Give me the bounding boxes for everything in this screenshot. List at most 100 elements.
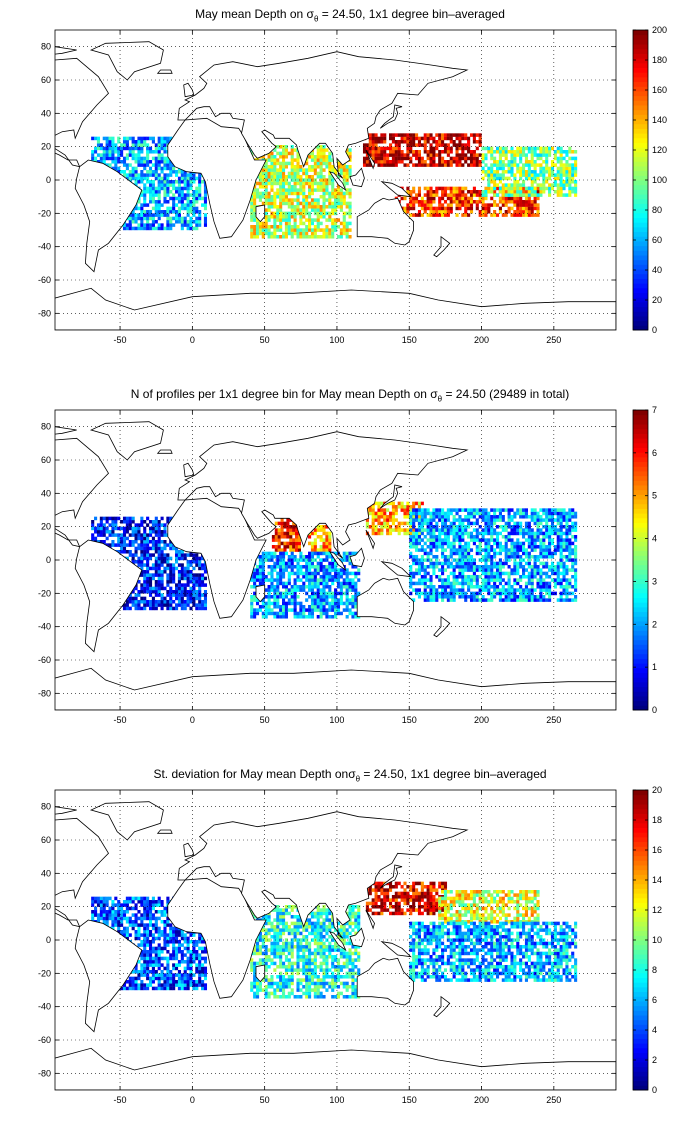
heatmap-cell [293, 225, 297, 229]
heatmap-cell [519, 525, 523, 529]
heatmap-cell [201, 180, 205, 184]
heatmap-cell [539, 568, 543, 572]
heatmap-cell [403, 153, 407, 157]
heatmap-cell [467, 190, 471, 194]
heatmap-cell [452, 575, 456, 579]
heatmap-cell [287, 571, 291, 576]
heatmap-cell [403, 521, 407, 526]
heatmap-cell [527, 561, 531, 566]
heatmap-cell [322, 548, 326, 552]
heatmap-cell [550, 551, 555, 556]
heatmap-cell [319, 528, 323, 532]
heatmap-cell [516, 170, 520, 174]
heatmap-cell [151, 190, 155, 194]
heatmap-cell [562, 183, 566, 187]
heatmap-cell [287, 221, 291, 226]
heatmap-cell [513, 528, 517, 532]
heatmap-cell [443, 143, 448, 147]
heatmap-cell [328, 561, 332, 566]
heatmap-cell [368, 505, 372, 509]
heatmap-cell [432, 511, 436, 516]
heatmap-cell [533, 575, 537, 579]
heatmap-cell [316, 151, 320, 156]
heatmap-cell [481, 200, 485, 204]
heatmap-cell [273, 598, 277, 602]
heatmap-cell [533, 163, 537, 167]
heatmap-cell [391, 528, 395, 532]
heatmap-cell [461, 200, 465, 204]
heatmap-cell [550, 163, 555, 167]
heatmap-cell [277, 538, 281, 542]
heatmap-cell [195, 190, 199, 194]
heatmap-cell [189, 206, 193, 211]
heatmap-cell [513, 186, 517, 191]
heatmap-cell [371, 518, 375, 522]
heatmap-cell [374, 518, 378, 522]
heatmap-cell [336, 218, 341, 222]
heatmap-cell [484, 156, 488, 161]
heatmap-cell [513, 200, 517, 204]
heatmap-cell [507, 160, 511, 164]
heatmap-cell [493, 511, 497, 516]
heatmap-cell [322, 585, 326, 589]
heatmap-cell [283, 541, 287, 546]
heatmap-cell [530, 156, 534, 161]
heatmap-cell [334, 188, 338, 192]
heatmap-cell [467, 568, 471, 572]
heatmap-cell [513, 521, 517, 526]
heatmap-cell [365, 163, 369, 167]
heatmap-cell [507, 575, 511, 579]
heatmap-cell [348, 211, 352, 216]
heatmap-cell [172, 200, 176, 204]
heatmap-cell [128, 213, 132, 217]
heatmap-cell [160, 136, 164, 141]
heatmap-cell [420, 518, 424, 522]
heatmap-cell [423, 588, 427, 592]
heatmap-cell [368, 143, 372, 147]
heatmap-cell [519, 150, 523, 154]
heatmap-cell [319, 228, 323, 232]
heatmap-cell [559, 551, 563, 556]
heatmap-cell [108, 146, 112, 151]
heatmap-cell [322, 145, 326, 149]
heatmap-cell [198, 216, 202, 221]
heatmap-cell [299, 588, 303, 592]
heatmap-cell [446, 555, 450, 559]
heatmap-cell [255, 611, 260, 616]
heatmap-cell [510, 173, 514, 177]
heatmap-cell [322, 228, 326, 232]
heatmap-cell [545, 521, 549, 526]
heatmap-cell [467, 548, 471, 552]
heatmap-cell [524, 213, 529, 217]
heatmap-cell [134, 146, 138, 151]
colorbar-segment [633, 198, 648, 204]
heatmap-cell [522, 511, 526, 516]
heatmap-cell [461, 133, 465, 137]
heatmap-cell [524, 511, 529, 516]
heatmap-cell [574, 521, 578, 526]
heatmap-cell [157, 160, 161, 164]
heatmap-cell [513, 203, 517, 207]
heatmap-cell [299, 228, 303, 232]
heatmap-cell [279, 155, 283, 159]
heatmap-cell [131, 156, 135, 161]
colorbar-segment [633, 240, 648, 247]
heatmap-cell [273, 148, 277, 152]
heatmap-cell [443, 541, 448, 546]
heatmap-cell [313, 158, 317, 162]
heatmap-cell [464, 153, 468, 157]
heatmap-cell [258, 221, 262, 226]
heatmap-cell [519, 555, 523, 559]
heatmap-cell [325, 198, 329, 202]
heatmap-cell [409, 508, 413, 512]
heatmap-cell [458, 146, 462, 151]
heatmap-cell [339, 205, 343, 209]
heatmap-cell [345, 585, 349, 589]
heatmap-cell [96, 153, 101, 157]
heatmap-cell [516, 163, 520, 167]
heatmap-cell [556, 568, 560, 572]
heatmap-cell [394, 505, 398, 509]
heatmap-cell [562, 548, 566, 552]
heatmap-cell [351, 595, 355, 599]
heatmap-cell [279, 558, 283, 562]
